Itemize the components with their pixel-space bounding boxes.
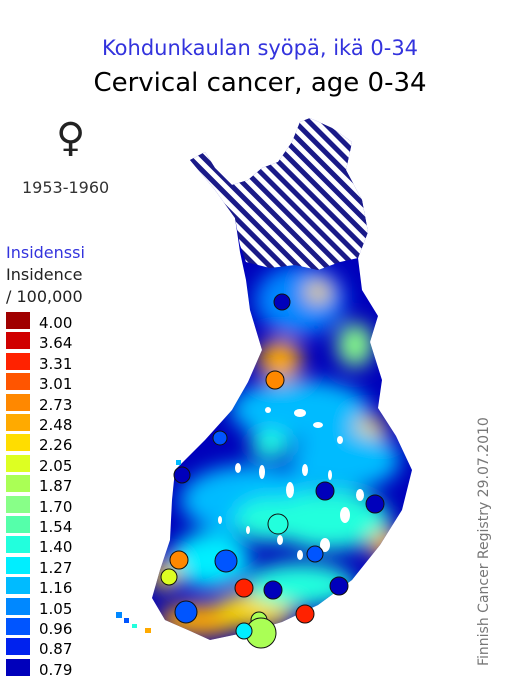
- legend-swatch: [6, 536, 30, 554]
- legend-label: 1.27: [39, 558, 73, 577]
- legend-swatch: [6, 373, 30, 391]
- legend-item: 0.79: [6, 658, 146, 679]
- legend-item: 2.26: [6, 434, 146, 454]
- legend-swatch: [6, 495, 30, 513]
- legend-item: 2.48: [6, 414, 146, 434]
- legend-label: 1.54: [39, 518, 73, 536]
- legend-label: 1.70: [39, 497, 73, 516]
- legend-label: 1.16: [39, 579, 73, 598]
- legend-item: 0.96: [6, 618, 146, 638]
- legend-item: 1.16: [6, 577, 146, 597]
- period-label: 1953-1960: [22, 178, 110, 197]
- female-sex-icon: ♀: [56, 115, 86, 161]
- municipality-circles: [160, 293, 385, 649]
- legend-label: 4.00: [39, 314, 73, 332]
- legend-label: 3.64: [39, 334, 73, 353]
- legend-swatch: [6, 312, 30, 329]
- legend-label: 3.01: [39, 375, 73, 394]
- legend-item: 3.31: [6, 352, 146, 373]
- northern-lapland-hatched-region: [190, 118, 368, 270]
- legend-item: 2.73: [6, 393, 146, 414]
- legend-label: 3.31: [39, 354, 73, 373]
- lakes: [218, 407, 364, 560]
- legend-item: 1.70: [6, 495, 146, 516]
- legend-label: 0.96: [39, 620, 73, 638]
- legend-swatch: [6, 556, 30, 574]
- title-english: Cervical cancer, age 0-34: [93, 68, 427, 98]
- legend-item: 3.01: [6, 373, 146, 393]
- island-fragments: [116, 460, 181, 633]
- legend-swatch: [6, 597, 30, 615]
- legend-swatch: [6, 454, 30, 472]
- legend-label: 1.87: [39, 477, 73, 496]
- legend-item: 1.05: [6, 597, 146, 618]
- legend-label: 2.26: [39, 436, 73, 455]
- legend-swatch: [6, 516, 30, 533]
- legend-swatch: [6, 638, 30, 656]
- legend-item: 1.27: [6, 556, 146, 577]
- legend-item: 1.87: [6, 475, 146, 495]
- legend-swatch: [6, 414, 30, 431]
- legend-label: 0.79: [39, 660, 73, 679]
- legend-label: 1.05: [39, 599, 73, 618]
- legend-swatch: [6, 393, 30, 411]
- legend-item: 4.00: [6, 312, 146, 332]
- legend-item: 1.40: [6, 536, 146, 556]
- legend-swatch: [6, 658, 30, 676]
- registry-credit: Finnish Cancer Registry 29.07.2010: [476, 417, 492, 666]
- legend-label: 2.73: [39, 395, 73, 414]
- legend-swatch: [6, 352, 30, 370]
- legend-swatch: [6, 332, 30, 350]
- legend-item: 0.87: [6, 638, 146, 658]
- title-finnish: Kohdunkaulan syöpä, ikä 0-34: [101, 36, 419, 60]
- legend-title-english: Insidence: [6, 265, 83, 284]
- legend-swatch: [6, 475, 30, 493]
- legend-swatch: [6, 618, 30, 635]
- legend-label: 0.87: [39, 640, 73, 659]
- legend-item: 1.54: [6, 516, 146, 536]
- legend-item: 2.05: [6, 454, 146, 475]
- legend-label: 2.05: [39, 456, 73, 475]
- legend-label: 2.48: [39, 416, 73, 434]
- legend-label: 1.40: [39, 538, 73, 557]
- legend-item: 3.64: [6, 332, 146, 352]
- legend-swatch: [6, 577, 30, 595]
- legend-title-finnish: Insidenssi: [6, 243, 85, 262]
- legend-unit: / 100,000: [6, 287, 83, 306]
- legend-swatch: [6, 434, 30, 452]
